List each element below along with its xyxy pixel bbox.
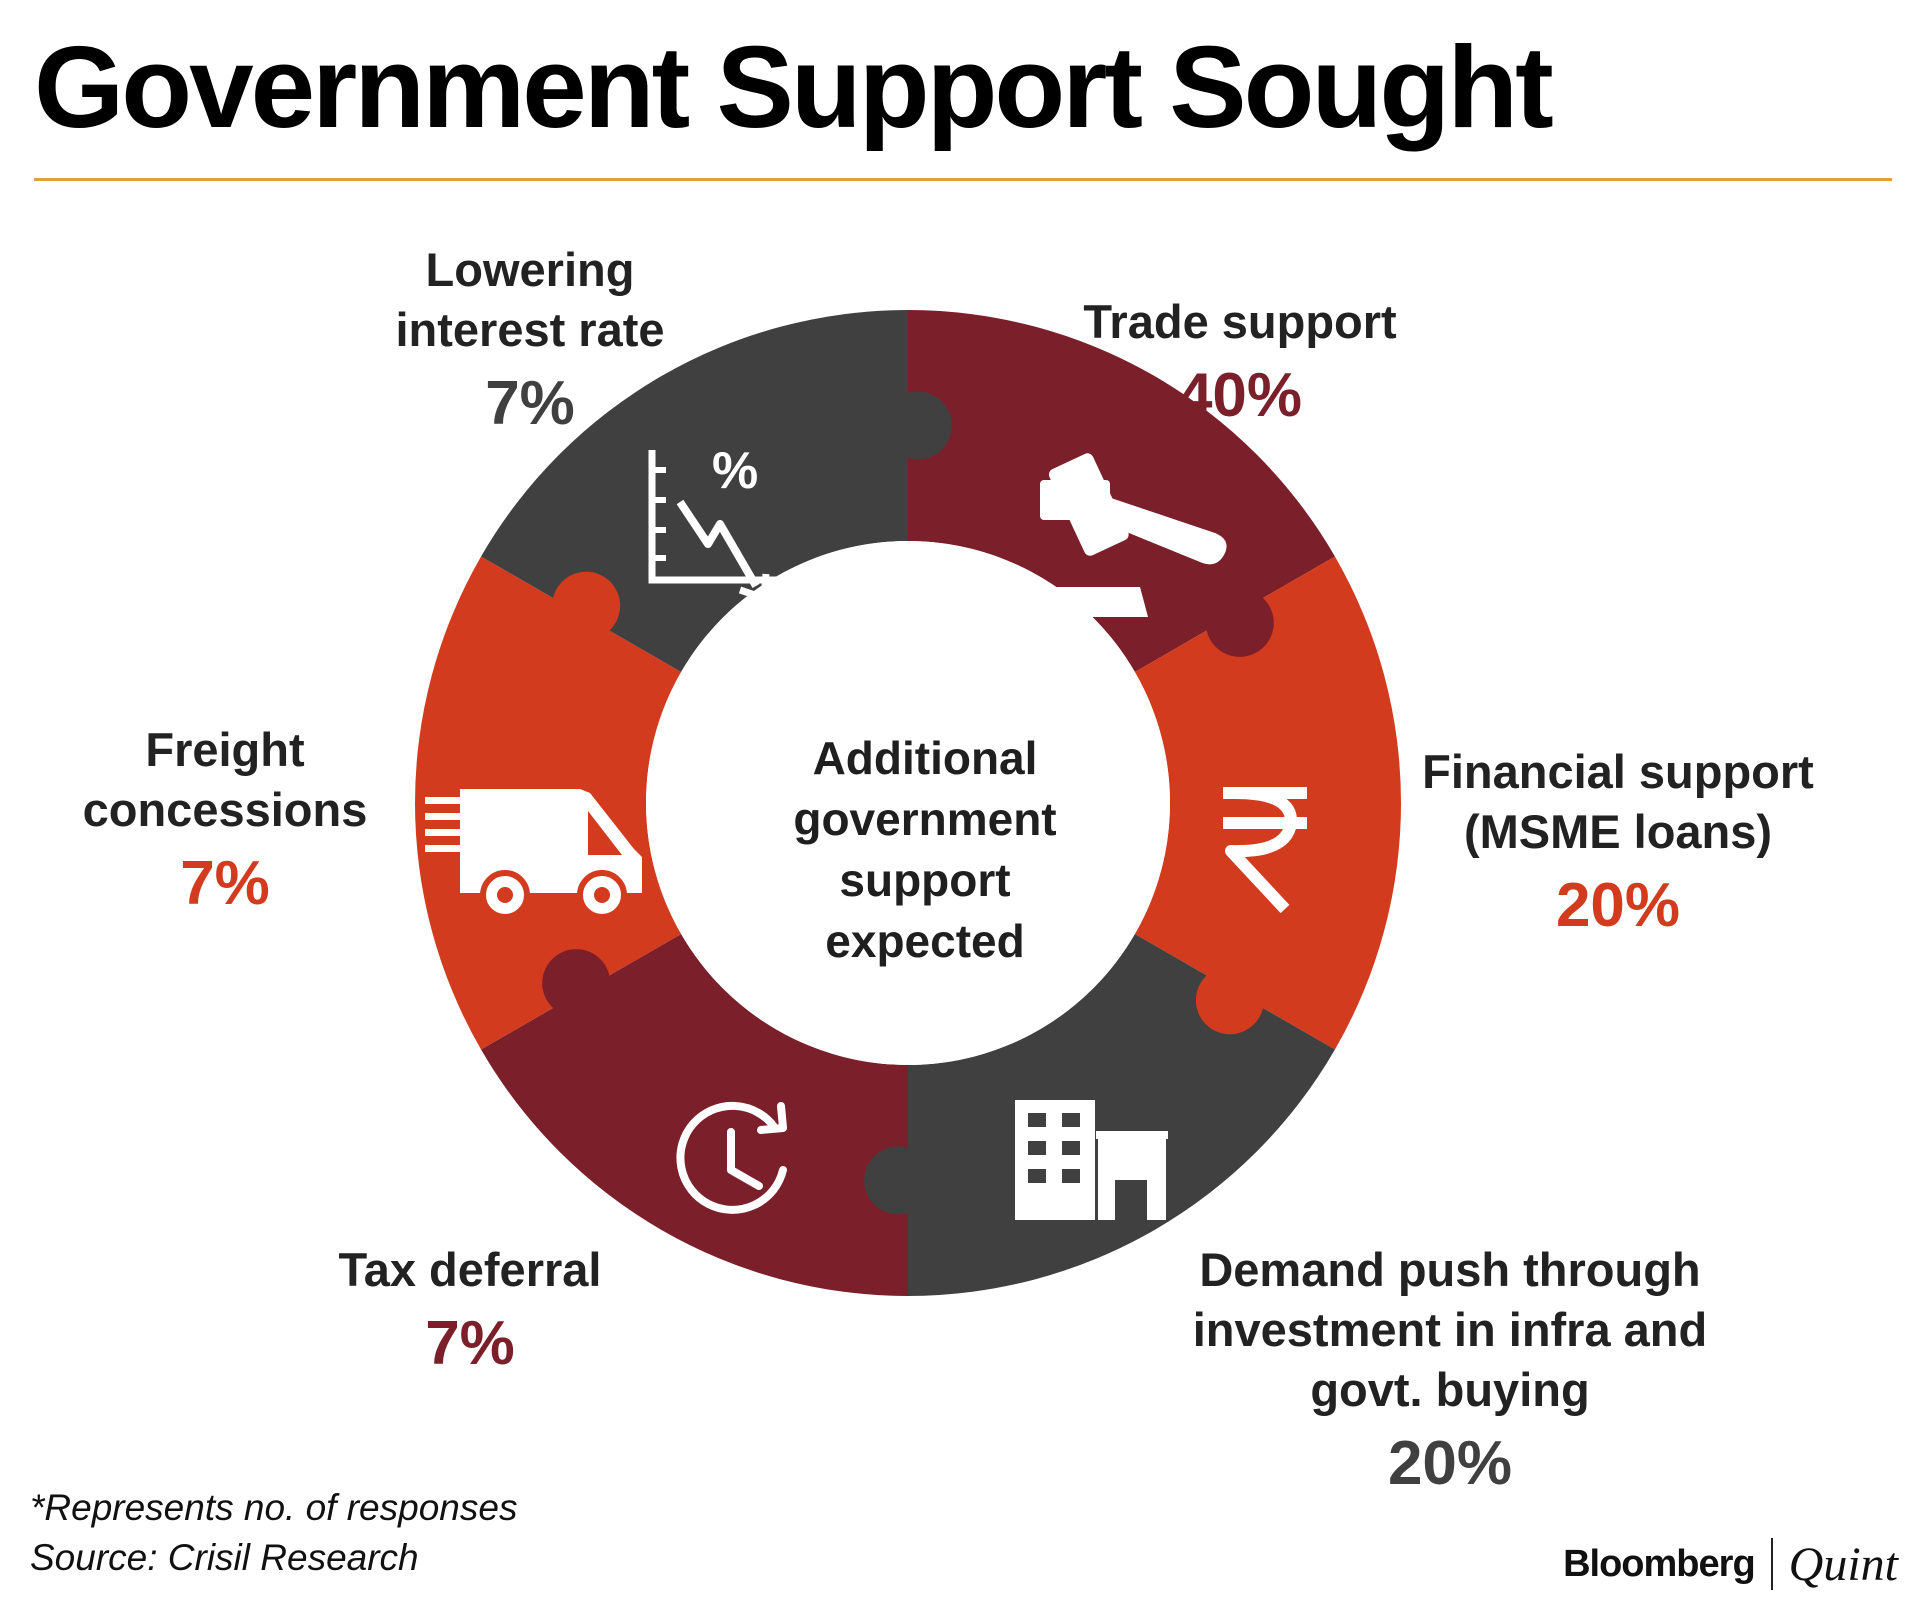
label-text: Demand push through [1199, 1243, 1701, 1296]
label-tax-deferral: Tax deferral 7% [300, 1240, 640, 1384]
center-label-line: support [839, 854, 1011, 906]
chart-title: Government Support Sought [34, 22, 1554, 152]
donut-segment [481, 934, 908, 1296]
clock-icon [676, 1101, 787, 1214]
truck-icon [425, 789, 642, 915]
segment-tab [1205, 588, 1274, 657]
segment-tab [1195, 966, 1264, 1035]
label-lowering-interest-rate: Lowering interest rate 7% [360, 240, 700, 444]
center-label-line: government [793, 793, 1057, 845]
donut-hole [646, 541, 1170, 1065]
value-label: 20% [1387, 1429, 1513, 1498]
brand-divider [1770, 1538, 1773, 1590]
donut-segment [908, 310, 1335, 672]
segment-tab [542, 949, 611, 1018]
segment-tab [864, 1146, 933, 1215]
interest-chart-icon: % [648, 442, 790, 602]
brand-bloomberg: Bloomberg [1563, 1542, 1756, 1585]
segment-tab [552, 571, 621, 640]
value-label: 7% [425, 1309, 515, 1378]
value-label: 7% [180, 849, 270, 918]
value-label: 7% [485, 369, 575, 438]
footnote: *Represents no. of responses [30, 1487, 518, 1528]
source-note: Source: Crisil Research [30, 1537, 419, 1578]
gavel-icon [1024, 453, 1227, 617]
label-text: Tax deferral [338, 1243, 602, 1296]
label-text: concessions [82, 783, 368, 836]
label-text: interest rate [395, 303, 665, 356]
label-text: Financial support [1422, 745, 1814, 798]
value-label: 40% [1177, 361, 1303, 430]
brand-quint: Quint [1788, 1537, 1898, 1591]
footer-notes: *Represents no. of responses Source: Cri… [30, 1483, 517, 1583]
label-financial-support: Financial support (MSME loans) 20% [1408, 742, 1828, 946]
donut-segment [1134, 556, 1401, 1050]
rupee-icon [1223, 787, 1307, 914]
center-label-line: Additional [812, 732, 1038, 784]
svg-text:%: % [712, 442, 758, 500]
label-demand-push: Demand push through investment in infra … [1170, 1240, 1730, 1504]
label-text: Lowering [425, 243, 635, 296]
label-text: investment in infra and [1192, 1303, 1708, 1356]
label-text: govt. buying [1310, 1363, 1590, 1416]
center-label-line: expected [825, 915, 1025, 967]
value-label: 20% [1555, 871, 1681, 940]
brand-logo: Bloomberg Quint [1563, 1534, 1898, 1594]
label-text: (MSME loans) [1463, 805, 1773, 858]
building-icon [1015, 1100, 1168, 1220]
label-text: Trade support [1083, 295, 1397, 348]
label-freight-concessions: Freight concessions 7% [60, 720, 390, 924]
label-text: Freight [145, 723, 305, 776]
segment-tab [883, 391, 952, 460]
title-divider [34, 178, 1892, 181]
label-trade-support: Trade support 40% [1040, 292, 1440, 436]
center-label: Additional government support expected [735, 728, 1115, 972]
